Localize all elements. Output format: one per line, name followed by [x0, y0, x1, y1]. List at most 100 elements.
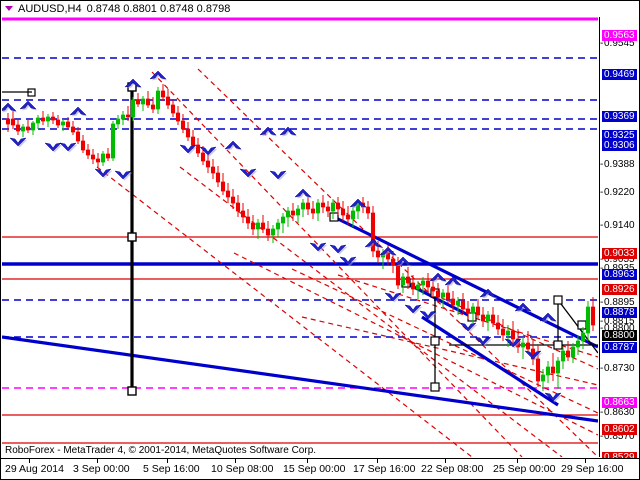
candle-body [200, 152, 206, 162]
time-tick-label: 29 Sep 16:00 [561, 463, 624, 475]
price-tick-label: 0.8935 [604, 263, 635, 274]
price-level-label[interactable]: 0.9469 [602, 69, 637, 80]
candle-body [235, 202, 241, 212]
price-scale[interactable]: -0.9545-0.9388-0.9220-0.9140-0.9055-0.89… [599, 17, 639, 476]
price-level-label[interactable]: 0.8787 [602, 342, 637, 353]
candle-body [565, 350, 571, 358]
candle-body [30, 122, 36, 131]
tick-mark: - [600, 159, 604, 170]
fractal-down-icon [504, 338, 523, 349]
price-level-label[interactable]: 0.9369 [602, 111, 637, 122]
candlestick-series [5, 84, 596, 391]
candle-body [405, 276, 411, 284]
candle-body [105, 153, 111, 159]
candle-body [85, 149, 91, 156]
time-tick-mark [445, 459, 446, 463]
time-scale[interactable]: 29 Aug 2014 3 Sep 00:00 5 Sep 16:00 10 Sep … [1, 458, 639, 479]
fractal-down-icon [339, 256, 358, 267]
price-tick: -0.9055 [600, 255, 635, 265]
candle-body [470, 306, 476, 314]
price-level-label[interactable]: 0.8529 [602, 452, 637, 463]
tick-mark: - [600, 254, 604, 265]
fractal-up-icon [394, 256, 413, 267]
candle-body [150, 104, 156, 110]
price-level-label[interactable]: 0.9033 [602, 248, 637, 259]
ohlc-values: 0.8748 0.8801 0.8748 0.8798 [86, 2, 231, 15]
candle-body [270, 228, 276, 236]
symbol-timeframe-label: AUDUSD,H4 [18, 2, 82, 15]
fractal-down-icon [199, 146, 218, 157]
fractal-down-icon [384, 292, 403, 303]
price-level-label[interactable]: 0.8878 [602, 307, 637, 318]
candle-body [80, 140, 86, 151]
time-tick-mark [585, 459, 586, 463]
candle-body [320, 202, 326, 208]
candle-body [130, 99, 136, 118]
candle-body [305, 202, 311, 210]
candle-body [450, 298, 456, 306]
time-tick-mark [167, 459, 168, 463]
fractal-up-icon [69, 106, 88, 117]
candle-body [65, 121, 71, 128]
candle-body [245, 216, 251, 224]
fractal-up-icon [294, 188, 313, 199]
price-tick-label: 0.9055 [604, 254, 635, 265]
chart-canvas [2, 17, 598, 457]
price-level-label[interactable]: 0.8663 [602, 397, 637, 408]
candle-body [310, 208, 316, 214]
vertical-line-tool-mid[interactable] [430, 288, 440, 392]
candle-body [275, 222, 281, 230]
price-tick-label: 0.8730 [604, 363, 635, 374]
fractal-down-icon [179, 144, 198, 155]
time-tick-label: 5 Sep 16:00 [143, 463, 200, 475]
tick-mark: - [600, 38, 604, 49]
price-level-label[interactable]: 0.8926 [602, 284, 637, 295]
candle-body [205, 160, 211, 168]
fractal-up-icon [379, 246, 398, 257]
candle-body [445, 292, 451, 300]
candle-body [580, 332, 586, 342]
time-tick-label: 22 Sep 08:00 [421, 463, 484, 475]
candle-body [165, 96, 171, 106]
candle-body [340, 208, 346, 216]
candle-body [350, 210, 356, 220]
candle-body [210, 166, 216, 174]
chevron-down-icon[interactable] [5, 6, 13, 11]
fractal-down-icon [524, 350, 543, 361]
price-level-label[interactable]: 0.9306 [602, 140, 637, 151]
tick-mark: - [600, 220, 604, 231]
time-tick-mark [29, 459, 30, 463]
candle-body [170, 104, 176, 114]
candle-body [100, 153, 106, 163]
candle-body [285, 210, 291, 218]
candle-body [535, 358, 541, 382]
candle-body [25, 126, 31, 131]
price-tick: -0.9388 [600, 160, 635, 170]
price-level-label[interactable]: 0.8963 [602, 269, 637, 280]
vertical-line-tool-left[interactable] [127, 82, 137, 396]
candle-body [145, 98, 151, 106]
candle-body [265, 228, 271, 236]
price-level-label[interactable]: 0.9563 [602, 30, 637, 41]
candle-body [345, 214, 351, 220]
chart-plot-area[interactable] [2, 17, 598, 457]
candle-body [330, 202, 336, 212]
price-tick-label: 0.9545 [604, 38, 635, 49]
fractal-down-icon [114, 170, 133, 181]
candle-body [70, 126, 76, 133]
time-tick-mark [377, 459, 378, 463]
fractal-up-icon [2, 102, 18, 113]
price-level-label[interactable]: 0.8602 [602, 424, 637, 435]
fractal-up-icon [444, 276, 463, 287]
candle-body [590, 306, 596, 326]
price-tick-label: 0.9140 [604, 220, 635, 231]
price-level-label[interactable]: 0.9325 [602, 130, 637, 141]
time-tick-label: 17 Sep 16:00 [353, 463, 416, 475]
candle-body [260, 222, 266, 230]
candle-body [215, 172, 221, 183]
fractal-up-icon [279, 126, 298, 137]
candle-body [420, 280, 426, 286]
candle-body [390, 258, 396, 266]
time-tick-mark [307, 459, 308, 463]
fractal-down-icon [9, 137, 28, 148]
